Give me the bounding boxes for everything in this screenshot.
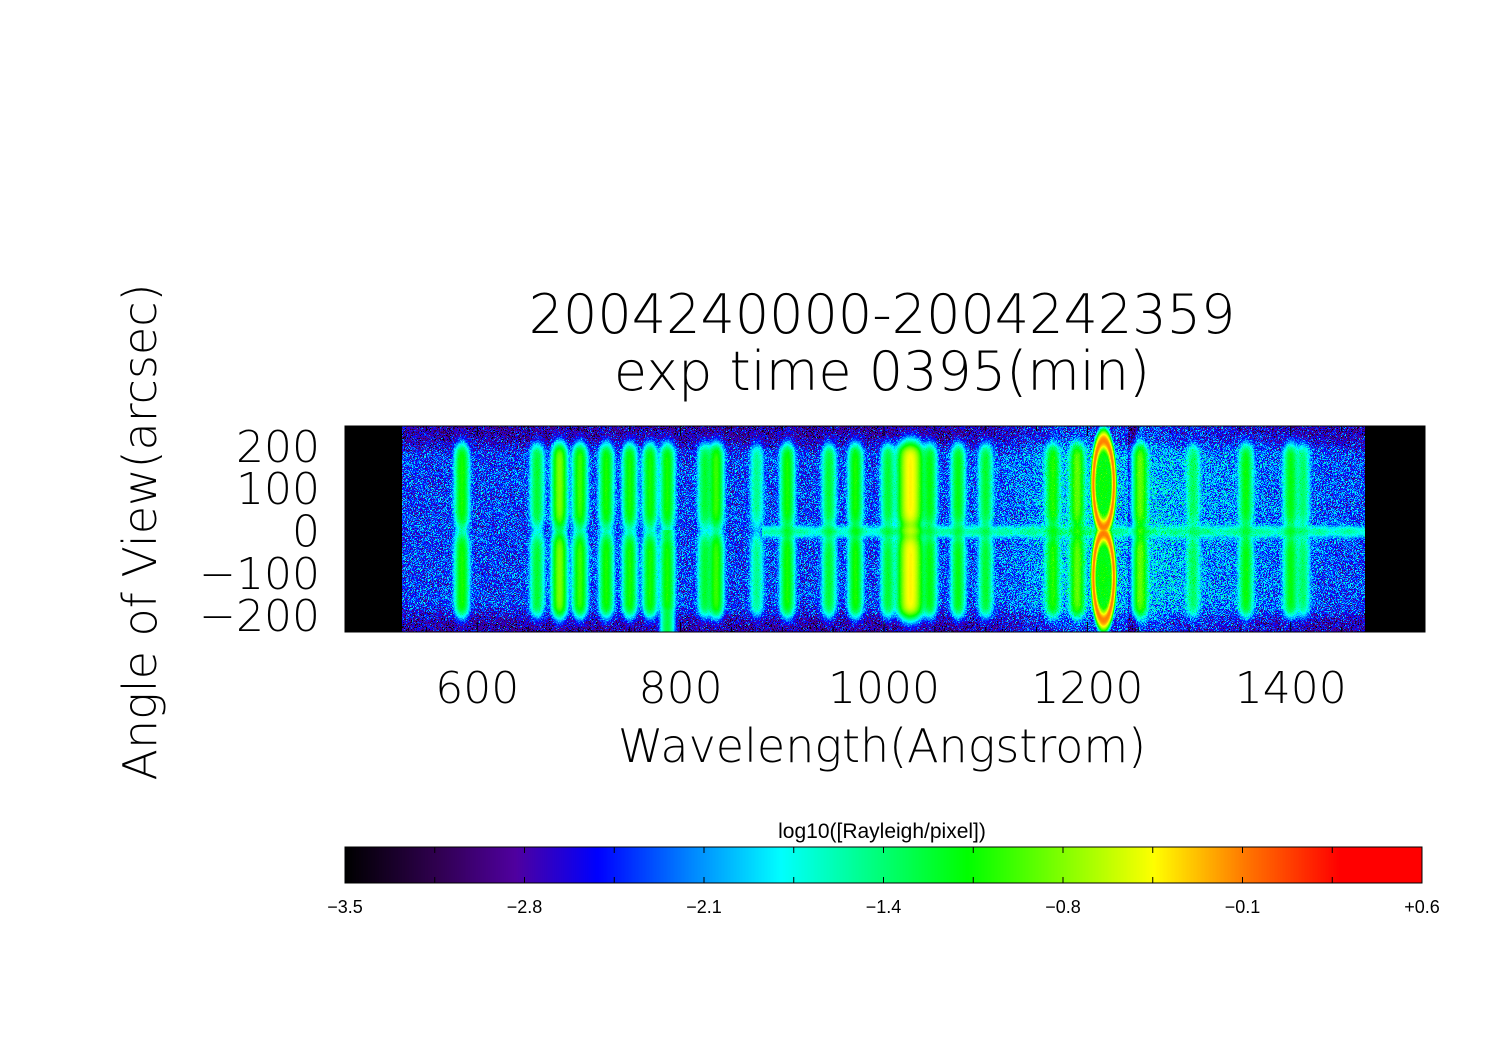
y-axis-label: Angle of View(arcsec): [113, 284, 167, 781]
title-line-1: 2004240000-2004242359: [529, 283, 1236, 346]
colorbar-label: log10([Rayleigh/pixel]): [778, 820, 986, 843]
axis-ticks: [345, 426, 1425, 632]
colorbar-tick-label: −2.8: [507, 897, 543, 917]
x-tick-labels: 600 800 1000 1200 1400: [435, 663, 1347, 714]
colorbar-tick-label: −0.1: [1225, 897, 1261, 917]
plot-frame: [344, 425, 1426, 633]
y-tick-label: −100: [199, 549, 320, 600]
colorbar-tick-label: −3.5: [327, 897, 363, 917]
y-tick-label: 200: [236, 422, 320, 473]
colorbar-tick-label: −1.4: [866, 897, 902, 917]
colorbar-tick-labels: −3.5 −2.8 −2.1 −1.4 −0.8 −0.1 +0.6: [327, 897, 1440, 917]
y-tick-label: −200: [199, 591, 320, 642]
spectral-image-heatmap: [345, 426, 1425, 632]
x-tick-label: 1400: [1235, 663, 1347, 714]
x-tick-label: 1000: [828, 663, 940, 714]
y-tick-label: 0: [292, 506, 320, 557]
colorbar-tick-label: −0.8: [1045, 897, 1081, 917]
colorbar-tick-label: −2.1: [686, 897, 722, 917]
colorbar-tick-label: +0.6: [1404, 897, 1440, 917]
y-tick-label: 100: [236, 464, 320, 515]
colorbar-ticks: [344, 847, 1423, 883]
x-tick-label: 800: [639, 663, 723, 714]
x-axis-label: Wavelength(Angstrom): [618, 719, 1146, 773]
title-line-2: exp time 0395(min): [614, 340, 1150, 403]
x-tick-label: 1200: [1031, 663, 1143, 714]
x-tick-label: 600: [435, 663, 519, 714]
